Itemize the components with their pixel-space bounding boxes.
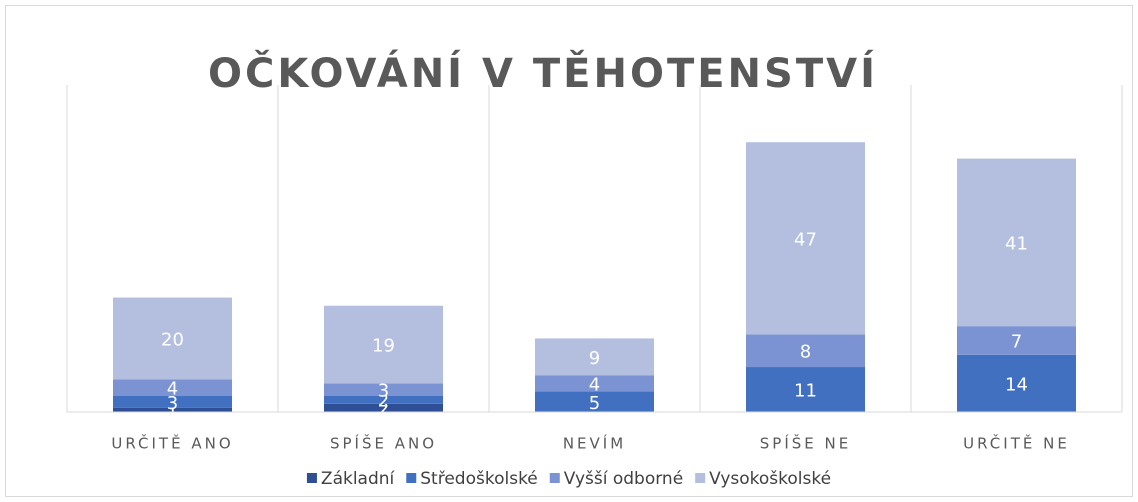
legend-label: Vyšší odborné <box>564 469 683 489</box>
data-label: 2 <box>378 399 389 420</box>
data-label: 0 <box>800 403 811 424</box>
data-label: 4 <box>589 374 600 395</box>
data-label: 3 <box>378 381 389 402</box>
data-label: 0 <box>589 403 600 424</box>
data-label: 2 <box>378 391 389 412</box>
bar-segment <box>113 407 232 412</box>
data-label: 0 <box>1011 403 1022 424</box>
data-label: 47 <box>794 229 817 250</box>
x-tick-label: SPÍŠE ANO <box>330 434 437 453</box>
bar-segment <box>113 379 232 396</box>
bar-segment <box>957 354 1076 412</box>
data-label: 5 <box>589 393 600 414</box>
data-label: 11 <box>794 381 817 402</box>
data-label: 20 <box>161 329 184 350</box>
legend-label: Středoškolské <box>420 469 538 489</box>
data-label: 4 <box>167 378 178 399</box>
x-tick-label: URČITĚ NE <box>963 434 1070 453</box>
data-label: 41 <box>1005 233 1028 254</box>
data-label: 14 <box>1005 374 1028 395</box>
data-label: 9 <box>589 348 600 369</box>
bar-segment <box>535 375 654 392</box>
bar-segment <box>535 391 654 412</box>
chart-title: OČKOVÁNÍ V TĚHOTENSTVÍ <box>208 49 878 97</box>
bar-segment <box>113 395 232 408</box>
bar-segment <box>113 297 232 380</box>
bar-segment <box>957 326 1076 355</box>
bar-segment <box>535 338 654 376</box>
bar-segment <box>746 367 865 412</box>
data-label: 1 <box>167 401 178 422</box>
legend-swatch <box>406 473 417 483</box>
legend-swatch <box>549 473 560 483</box>
bar-segment <box>324 383 443 396</box>
bar-segment <box>957 158 1076 327</box>
data-label: 19 <box>372 336 395 357</box>
legend-label: Vysokoškolské <box>709 469 831 489</box>
x-tick-label: URČITĚ ANO <box>111 434 233 453</box>
legend-swatch <box>306 473 317 483</box>
x-tick-label: SPÍŠE NE <box>760 434 851 453</box>
bar-segment <box>746 142 865 335</box>
x-tick-label: NEVÍM <box>563 434 626 453</box>
data-label: 3 <box>167 393 178 414</box>
bar-segment <box>324 305 443 384</box>
data-label: 7 <box>1011 331 1022 352</box>
legend-swatch <box>695 473 706 483</box>
bar-segment <box>746 334 865 368</box>
chart-border <box>5 5 1133 497</box>
legend-label: Základní <box>321 469 396 489</box>
data-label: 8 <box>800 342 811 363</box>
bar-segment <box>324 403 443 412</box>
bar-segment <box>324 395 443 404</box>
